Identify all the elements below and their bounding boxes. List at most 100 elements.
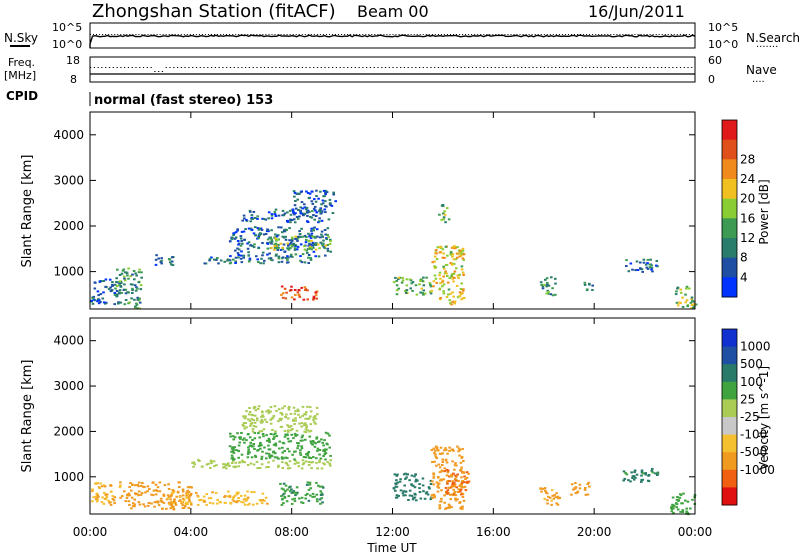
range-cell [274, 237, 277, 240]
range-cell [245, 426, 248, 429]
range-cell [440, 478, 443, 481]
nsearch-dot [105, 34, 107, 35]
range-cell [281, 256, 285, 259]
range-cell [265, 421, 269, 423]
nsearch-dot [513, 34, 515, 35]
range-cell [431, 261, 434, 264]
nave-dot [154, 71, 156, 72]
range-cell [128, 494, 131, 497]
nsearch-dot [589, 34, 591, 35]
nsearch-dot [586, 34, 588, 35]
range-cell [293, 412, 297, 415]
range-cell [223, 260, 226, 263]
range-cell [672, 511, 675, 514]
range-cell [434, 455, 438, 458]
range-cell [439, 446, 443, 449]
range-cell [442, 265, 445, 268]
nave-dot [248, 67, 250, 68]
range-cell [435, 457, 439, 460]
range-cell [241, 219, 244, 222]
range-cell [256, 227, 260, 230]
range-cell [319, 502, 322, 505]
range-cell [456, 498, 459, 501]
range-cell [300, 286, 303, 289]
range-cell [249, 210, 252, 213]
range-cell [247, 446, 250, 449]
range-cell [289, 425, 293, 428]
range-cell [102, 502, 106, 505]
range-cell [307, 417, 311, 420]
nave-dot [316, 67, 319, 68]
range-cell [119, 282, 123, 284]
range-cell [290, 488, 293, 491]
range-cell [451, 253, 455, 256]
range-cell [109, 484, 113, 487]
range-cell [246, 490, 249, 493]
range-cell [91, 500, 94, 503]
range-cell [314, 294, 318, 297]
nave-dot [192, 67, 194, 68]
range-cell [270, 217, 274, 220]
nsearch-dot [519, 34, 521, 35]
y-tick-label: 4000 [53, 334, 84, 348]
range-cell [444, 270, 447, 273]
nave-dot [256, 67, 258, 68]
range-cell [285, 291, 288, 294]
range-cell [280, 487, 284, 490]
range-cell [298, 497, 301, 500]
scatter-region [430, 445, 466, 510]
range-cell [124, 271, 127, 274]
range-cell [253, 217, 257, 219]
range-cell [289, 289, 293, 291]
range-cell [187, 496, 191, 499]
range-cell [305, 426, 308, 429]
range-cell [460, 298, 463, 301]
range-cell [181, 494, 185, 497]
range-cell [625, 259, 628, 262]
range-cell [167, 488, 171, 490]
range-cell [460, 268, 464, 271]
range-cell [310, 229, 313, 232]
range-cell [124, 500, 128, 503]
nsearch-dot [195, 34, 197, 35]
range-cell [315, 457, 318, 460]
range-cell [272, 438, 275, 440]
range-cell [266, 253, 269, 256]
range-cell [312, 214, 315, 217]
nave-dot [226, 67, 228, 68]
range-cell [573, 487, 576, 490]
range-cell [684, 499, 687, 502]
range-cell [311, 495, 314, 498]
range-cell [464, 478, 467, 480]
range-cell [647, 474, 651, 476]
range-cell [301, 502, 305, 504]
nsearch-dot [208, 34, 209, 35]
range-cell [99, 301, 102, 303]
range-cell [395, 474, 399, 477]
range-cell [313, 445, 317, 448]
range-cell [289, 429, 293, 432]
range-cell [192, 465, 195, 468]
range-cell [271, 429, 274, 431]
range-cell [318, 220, 321, 223]
range-cell [307, 210, 311, 213]
range-cell [259, 262, 262, 265]
range-cell [455, 256, 459, 259]
range-cell [292, 190, 296, 193]
range-cell [415, 499, 418, 502]
range-cell [461, 289, 465, 292]
range-cell [108, 501, 111, 504]
range-cell [170, 502, 174, 505]
range-cell [570, 483, 574, 486]
range-cell [322, 444, 325, 447]
range-cell [393, 473, 397, 476]
range-cell [452, 280, 455, 283]
range-cell [281, 461, 284, 464]
range-cell [681, 296, 684, 299]
range-cell [127, 500, 131, 503]
nave-dot [619, 67, 621, 68]
range-cell [273, 456, 277, 459]
range-cell [458, 295, 462, 298]
range-cell [648, 266, 652, 269]
scatter-region [625, 258, 659, 273]
